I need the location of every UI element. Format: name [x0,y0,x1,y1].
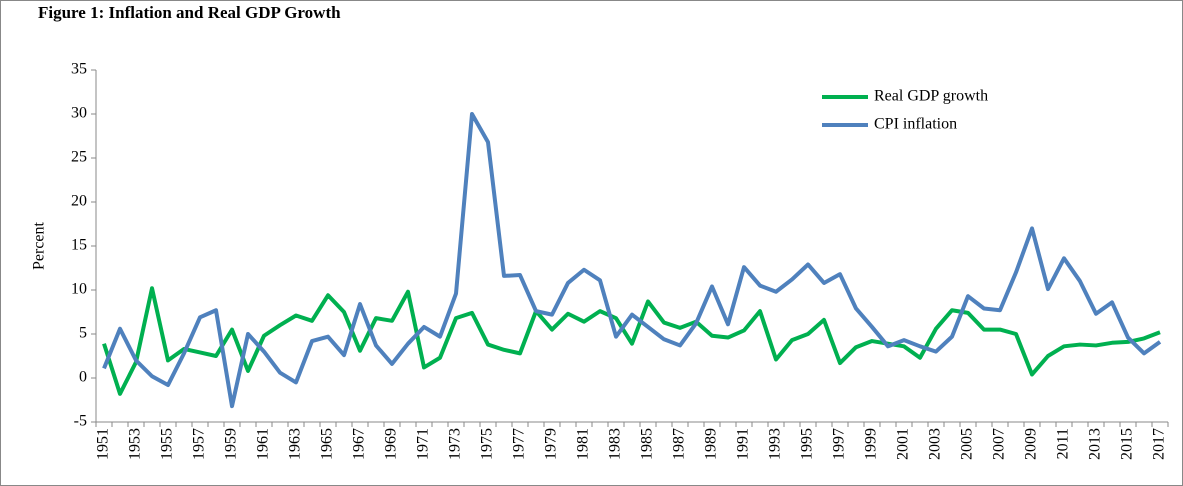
x-tick-label: 1975 [479,428,496,460]
x-tick-label: 1995 [799,428,816,460]
x-tick-label: 1953 [127,428,144,460]
y-tick-label: 5 [79,325,87,342]
x-tick-label: 1985 [639,428,656,460]
x-tick-label: 1993 [767,428,784,460]
y-tick-label: 15 [71,237,87,254]
x-tick-label: 1957 [191,428,208,460]
series-line [102,286,1161,396]
x-tick-label: 1979 [543,428,560,460]
y-axis-label: Percent [31,221,48,270]
x-tick-label: 1965 [319,428,336,460]
y-tick-label: 25 [71,149,87,166]
series-line [102,112,1162,409]
y-tick-label: 10 [71,281,87,298]
x-tick-label: 2017 [1151,428,1168,460]
y-tick-label: 35 [71,61,87,78]
x-tick-label: 1989 [703,428,720,460]
y-tick-label: 20 [71,193,87,210]
x-tick-label: 1987 [671,428,688,460]
x-tick-label: 1981 [575,428,592,460]
x-tick-label: 2005 [959,428,976,460]
x-tick-label: 1977 [511,428,528,460]
x-tick-label: 1955 [159,428,176,460]
x-tick-label: 1983 [607,428,624,460]
x-tick-label: 2013 [1087,428,1104,460]
x-tick-label: 1969 [383,428,400,460]
x-tick-label: 1959 [223,428,240,460]
x-tick-label: 1961 [255,428,272,460]
x-tick-label: 2003 [927,428,944,460]
x-tick-label: 1997 [831,428,848,460]
x-tick-label: 1991 [735,428,752,460]
x-tick-label: 1973 [447,428,464,460]
y-tick-label: 30 [71,105,87,122]
legend-label: CPI inflation [874,116,957,133]
x-tick-label: 1971 [415,428,432,460]
x-tick-label: 2007 [991,428,1008,460]
y-tick-label: 0 [79,369,87,386]
x-tick-label: 1967 [351,428,368,460]
x-tick-label: 1963 [287,428,304,460]
x-tick-label: 2015 [1119,428,1136,460]
y-tick-label: -5 [74,413,87,430]
x-tick-label: 2009 [1023,428,1040,460]
x-tick-label: 2011 [1055,428,1072,459]
legend-label: Real GDP growth [874,88,988,105]
x-tick-label: 1999 [863,428,880,460]
x-tick-label: 1951 [95,428,112,460]
chart-title: Figure 1: Inflation and Real GDP Growth [38,3,341,22]
x-tick-label: 2001 [895,428,912,460]
